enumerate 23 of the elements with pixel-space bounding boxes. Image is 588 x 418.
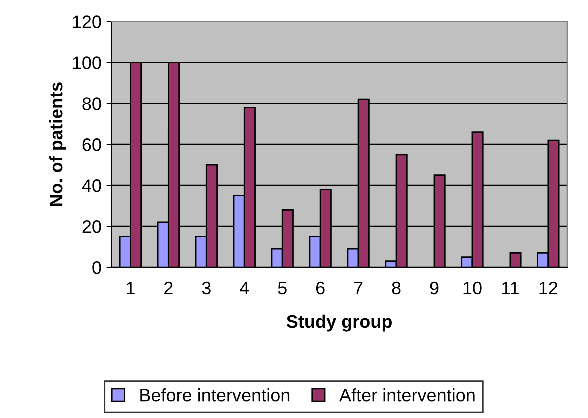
y-tick-label: 100 [73, 56, 102, 70]
x-tick-label: 10 [464, 282, 482, 295]
x-tick-label: 12 [540, 282, 558, 294]
y-tick-label: 120 [73, 16, 102, 28]
legend-label: Before intervention [140, 388, 290, 402]
y-axis-title: No. of patients [49, 82, 66, 206]
x-tick-label: 2 [164, 282, 173, 294]
x-tick-label: 4 [240, 282, 250, 294]
y-tick-label: 80 [82, 98, 102, 110]
y-tick-label: 0 [92, 261, 102, 274]
x-tick-label: 3 [202, 282, 211, 295]
x-tick-label: 6 [316, 282, 325, 295]
legend-label: After intervention [339, 388, 475, 402]
y-tick-label: 20 [82, 220, 102, 234]
x-tick-label: 1 [127, 282, 135, 294]
x-tick-label: 9 [430, 282, 439, 295]
x-axis-title: Study group [286, 314, 392, 332]
x-tick-label: 11 [502, 282, 519, 294]
x-tick-label: 5 [278, 282, 287, 295]
y-tick-label: 60 [82, 138, 102, 152]
y-tick-label: 40 [82, 180, 102, 192]
x-tick-label: 8 [392, 282, 401, 295]
x-tick-label: 7 [354, 282, 363, 294]
